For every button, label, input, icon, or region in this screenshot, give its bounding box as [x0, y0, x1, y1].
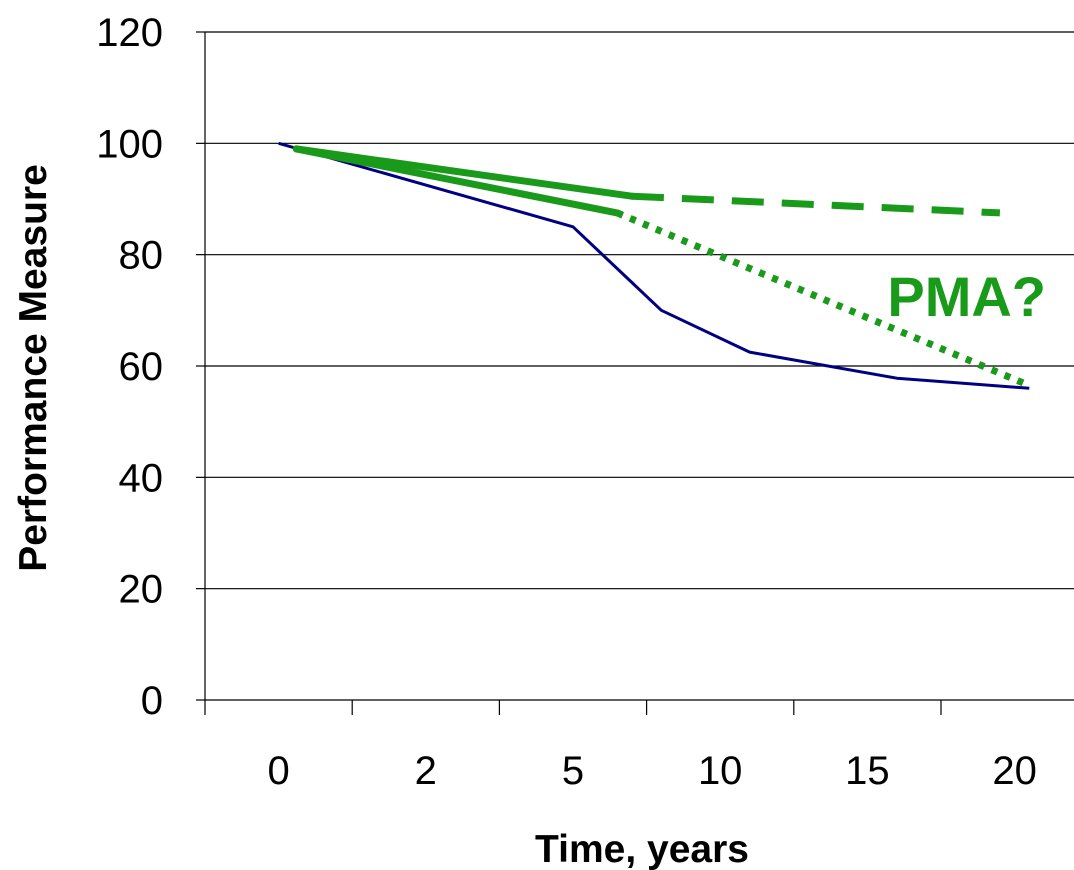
y-tick-label: 20 [119, 568, 164, 612]
y-axis-title: Performance Measure [12, 164, 55, 572]
x-axis-title: Time, years [535, 828, 749, 870]
y-tick-label: 60 [119, 345, 164, 389]
series-lines [278, 141, 1031, 390]
y-tick-label: 100 [96, 122, 163, 166]
y-tick-label: 0 [141, 679, 163, 723]
series-line-5 [631, 192, 1001, 217]
axes [196, 31, 1074, 715]
series-line-4 [292, 145, 636, 200]
gridlines [205, 31, 1074, 590]
series-line-1 [278, 141, 1030, 390]
pma-annotation: PMA? [887, 265, 1046, 328]
series-line-3 [615, 209, 1031, 389]
y-tick-label: 40 [119, 456, 164, 500]
y-tick-label: 120 [96, 11, 163, 55]
x-tick-label: 10 [698, 749, 743, 793]
y-tick-label: 80 [119, 234, 164, 278]
x-tick-label: 2 [415, 749, 437, 793]
x-tick-label: 20 [992, 749, 1037, 793]
x-tick-label: 5 [562, 749, 584, 793]
tick-labels: 0 20 40 60 80 100 120 0 2 5 10 15 20 [96, 11, 1037, 793]
x-tick-label: 15 [845, 749, 890, 793]
x-tick-label: 0 [267, 749, 289, 793]
